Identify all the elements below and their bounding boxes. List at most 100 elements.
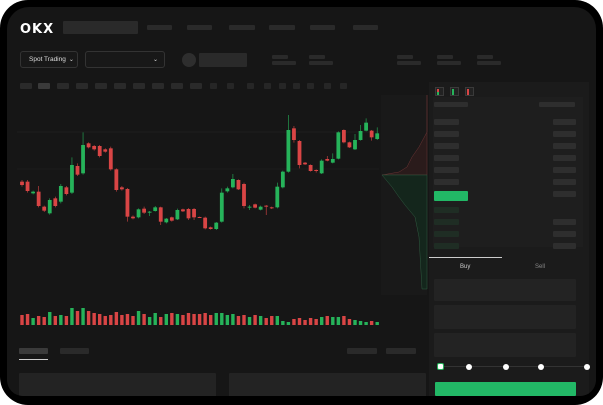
- filter-button[interactable]: [347, 348, 377, 354]
- chart-tool-icon[interactable]: [279, 83, 286, 89]
- orderbook-header: [434, 102, 468, 107]
- slider-handle[interactable]: [437, 363, 444, 370]
- volume-bar: [347, 319, 352, 325]
- volume-bar: [231, 314, 235, 325]
- amount-slider[interactable]: [437, 363, 590, 370]
- chart-tool-icon[interactable]: [340, 83, 347, 89]
- timeframe-button[interactable]: [152, 83, 164, 89]
- volume-bar: [125, 314, 130, 325]
- buy-button[interactable]: [435, 382, 576, 396]
- candle-body: [147, 211, 152, 213]
- volume-bar: [197, 314, 202, 325]
- timeframe-button[interactable]: [20, 83, 32, 89]
- candle-body: [47, 200, 52, 214]
- chart-tool-icon[interactable]: [210, 83, 217, 89]
- slider-step[interactable]: [584, 364, 590, 370]
- pair-select[interactable]: ⌄: [85, 51, 165, 68]
- candle-body: [314, 170, 319, 171]
- candle-body: [131, 216, 135, 219]
- timeframe-button[interactable]: [171, 83, 183, 89]
- ask-size: [553, 131, 576, 137]
- volume-bar: [336, 317, 341, 325]
- timeframe-button[interactable]: [76, 83, 88, 89]
- volume-bar: [253, 315, 257, 325]
- stat-value: [272, 61, 296, 65]
- bid-price: [434, 243, 459, 249]
- ask-size: [553, 167, 576, 173]
- slider-step[interactable]: [466, 364, 472, 370]
- candle-body: [175, 210, 180, 220]
- volume-bar: [20, 315, 24, 325]
- volume-bar: [275, 316, 279, 325]
- candle-body: [253, 204, 257, 208]
- volume-bar: [136, 311, 141, 325]
- candle-body: [164, 218, 169, 223]
- orderbook-both-icon[interactable]: [435, 87, 444, 96]
- search-bar[interactable]: [63, 21, 138, 34]
- orderbook-bids-icon[interactable]: [450, 87, 459, 96]
- slider-step[interactable]: [538, 364, 544, 370]
- candle-body: [203, 217, 208, 229]
- nav-item[interactable]: [147, 25, 172, 30]
- timeframe-button[interactable]: [38, 83, 50, 89]
- nav-item[interactable]: [187, 25, 212, 30]
- candle-body: [369, 130, 374, 138]
- nav-item[interactable]: [353, 25, 378, 30]
- candle-body: [264, 205, 269, 207]
- volume-bar: [281, 321, 285, 325]
- market-type-select[interactable]: Spot Trading ⌄: [20, 51, 78, 68]
- timeframe-button[interactable]: [114, 83, 126, 89]
- candle-body: [108, 148, 113, 170]
- ask-price: [434, 131, 459, 137]
- candlestick-chart[interactable]: [7, 7, 596, 396]
- chart-tool-icon[interactable]: [324, 83, 331, 89]
- chevron-down-icon: ⌄: [68, 57, 74, 63]
- buy-tab[interactable]: Buy: [460, 264, 471, 270]
- candle-body: [142, 208, 146, 213]
- volume-bar: [203, 313, 207, 325]
- timeframe-button[interactable]: [57, 83, 69, 89]
- timeframe-button[interactable]: [190, 83, 202, 89]
- candle-body: [136, 209, 141, 218]
- slider-step[interactable]: [503, 364, 509, 370]
- filter-button[interactable]: [386, 348, 416, 354]
- tab-open-orders[interactable]: [19, 348, 48, 354]
- chart-tool-icon[interactable]: [227, 83, 234, 89]
- candle-body: [64, 187, 69, 194]
- volume-bar: [186, 313, 191, 325]
- volume-bar: [36, 316, 41, 325]
- chart-tool-icon[interactable]: [247, 83, 254, 89]
- stat-value: [397, 61, 421, 65]
- volume-bar: [314, 319, 318, 325]
- coin-icon: [182, 53, 196, 67]
- volume-bar: [142, 314, 146, 325]
- orderbook-header: [539, 102, 575, 107]
- candle-body: [358, 131, 363, 140]
- chart-tool-icon[interactable]: [293, 83, 300, 89]
- chart-tool-icon[interactable]: [307, 83, 314, 89]
- volume-bar: [175, 314, 180, 325]
- volume-bar: [53, 316, 57, 325]
- okx-logo[interactable]: OKX: [20, 22, 55, 37]
- amount-input[interactable]: [434, 305, 576, 329]
- total-input[interactable]: [434, 333, 576, 357]
- stat-label: [272, 55, 288, 59]
- timeframe-button[interactable]: [95, 83, 107, 89]
- volume-bar: [131, 316, 135, 325]
- orderbook-asks-icon[interactable]: [465, 87, 474, 96]
- price-input[interactable]: [434, 279, 576, 301]
- chart-tool-icon[interactable]: [264, 83, 271, 89]
- volume-bar: [325, 316, 329, 325]
- candle-body: [219, 192, 224, 222]
- candle-body: [120, 187, 124, 190]
- sell-tab[interactable]: Sell: [535, 264, 546, 270]
- candle-body: [214, 222, 219, 229]
- volume-bar: [225, 315, 230, 325]
- candle-body: [192, 209, 196, 218]
- ask-size: [553, 143, 576, 149]
- timeframe-button[interactable]: [133, 83, 145, 89]
- nav-item[interactable]: [269, 25, 295, 30]
- tab-order-history[interactable]: [60, 348, 89, 354]
- nav-item[interactable]: [310, 25, 335, 30]
- nav-item[interactable]: [229, 25, 255, 30]
